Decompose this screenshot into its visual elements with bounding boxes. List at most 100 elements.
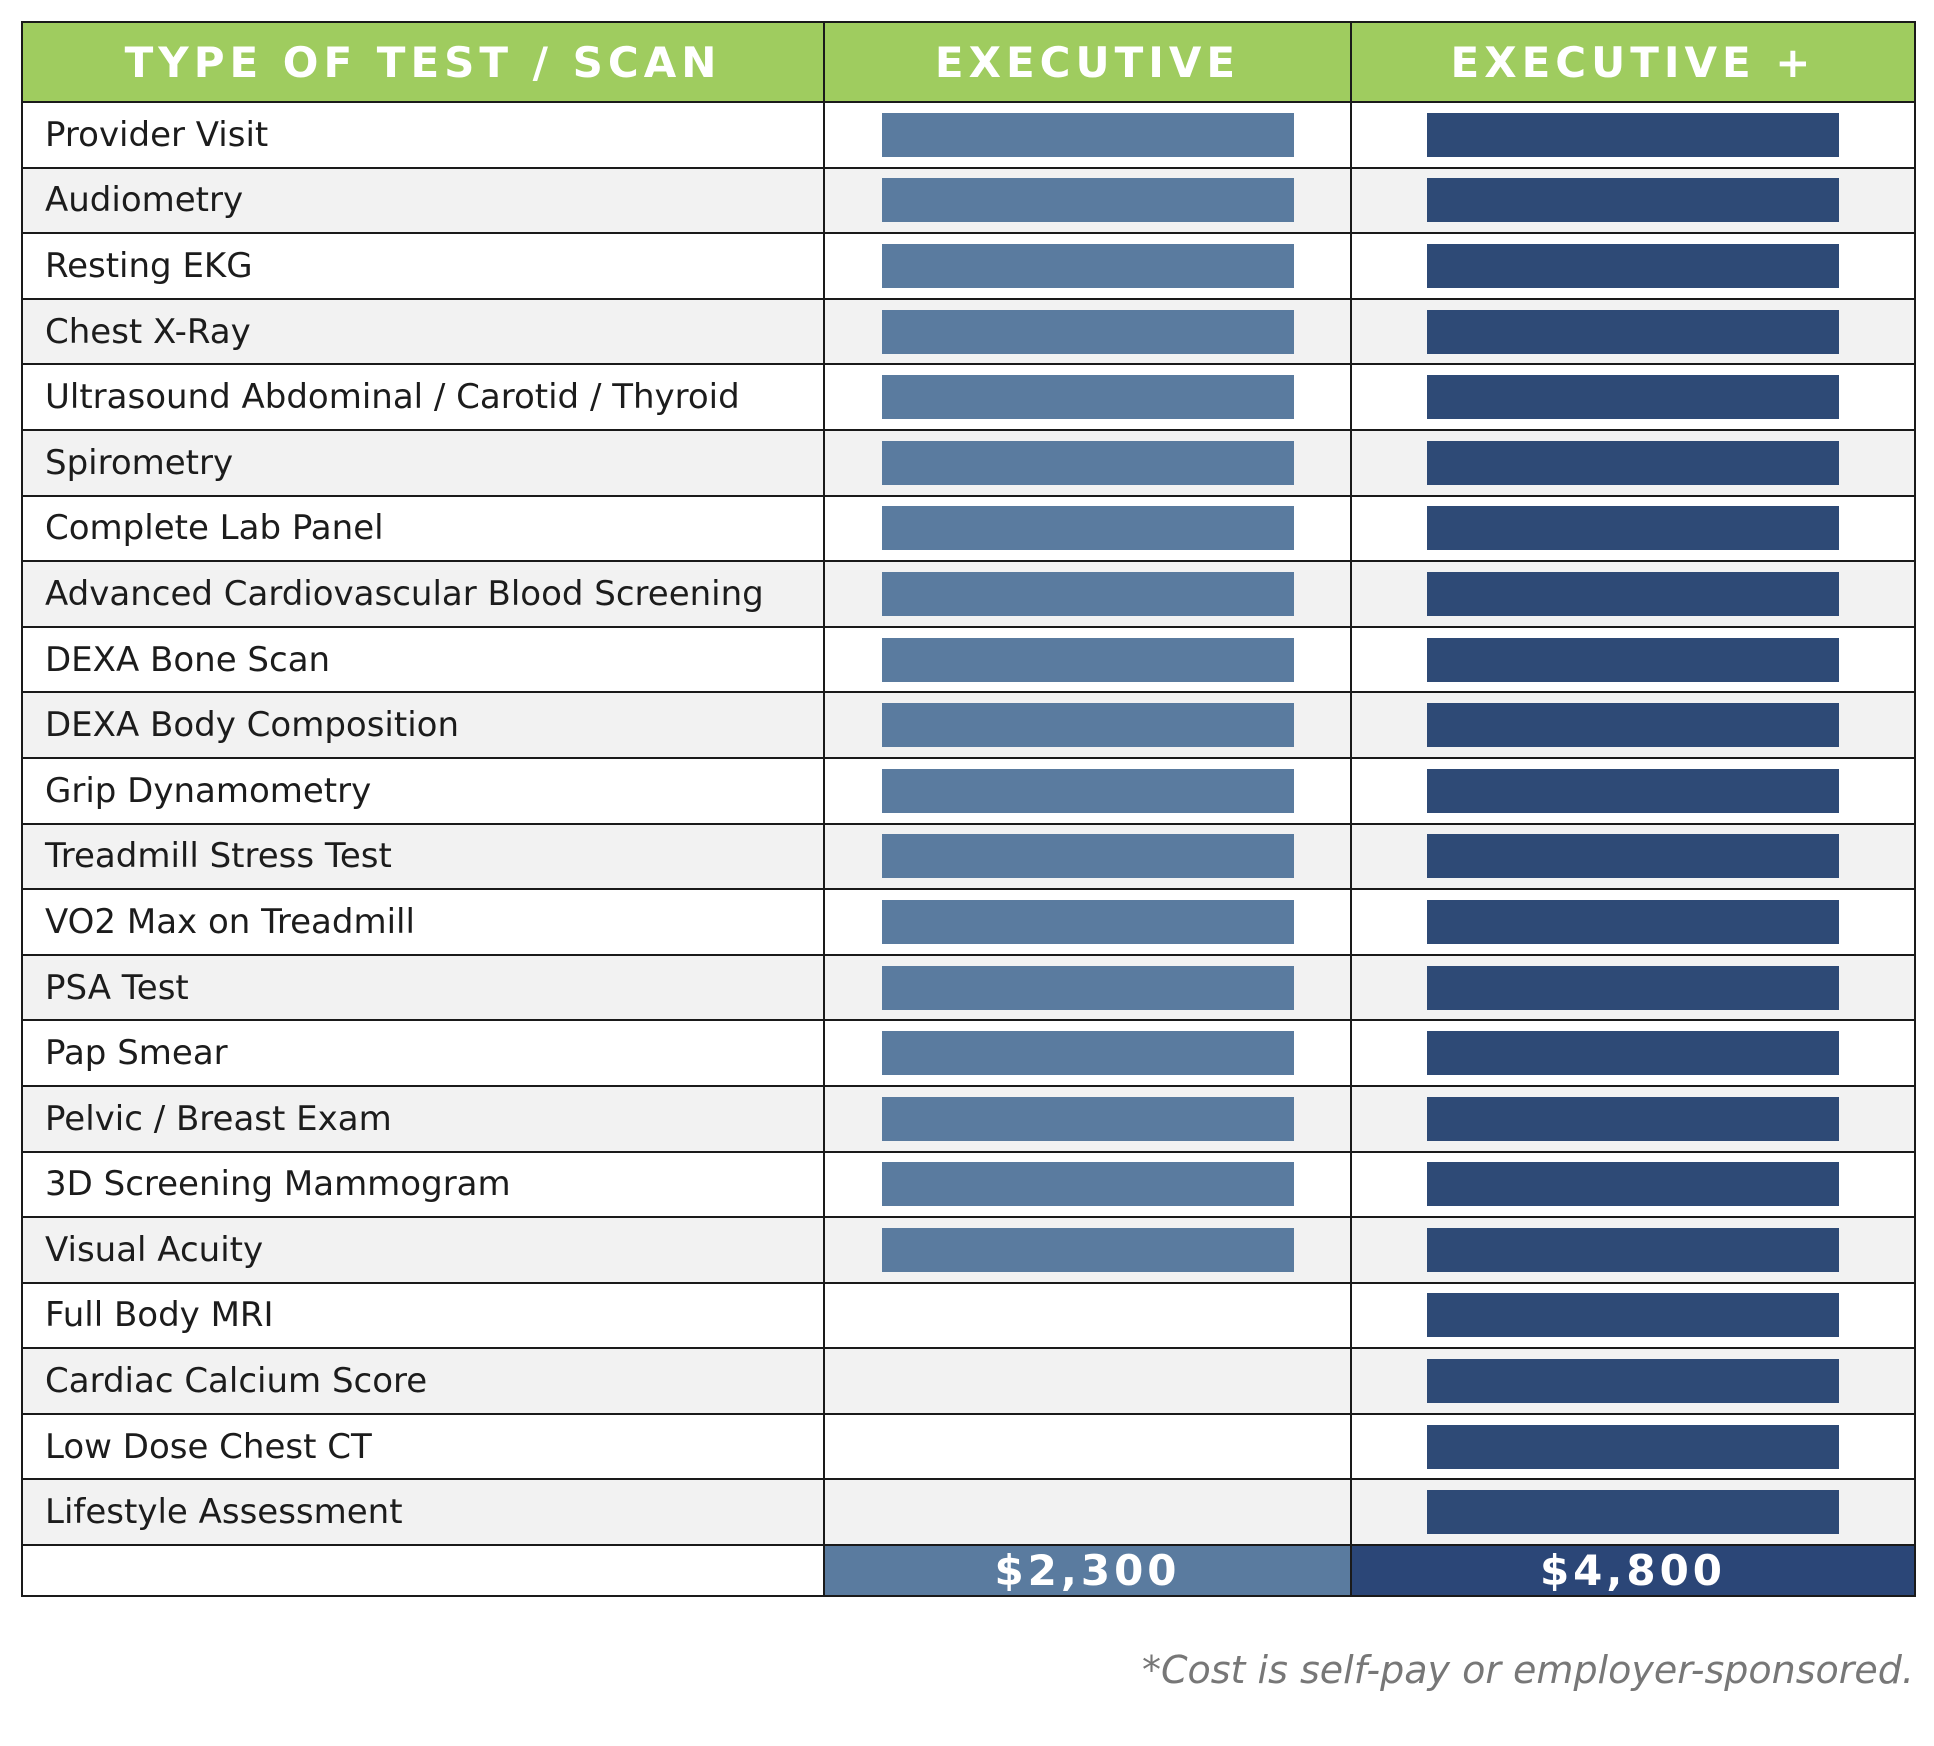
executive-included-bar: [881, 178, 1294, 223]
executive-cell: [823, 166, 1352, 235]
table-row: Provider Visit: [21, 101, 1916, 169]
executive-plus-included-bar: [1427, 1424, 1839, 1469]
executive-price-cell: $2,300: [823, 1544, 1352, 1598]
test-label: Chest X-Ray: [21, 297, 825, 366]
executive-plus-cell: [1350, 494, 1916, 563]
executive-plus-included-bar: [1427, 1490, 1839, 1535]
executive-plus-included-bar: [1427, 506, 1839, 551]
executive-included-bar: [881, 506, 1294, 551]
executive-price: $2,300: [994, 1546, 1181, 1596]
executive-plus-cell: [1350, 625, 1916, 694]
executive-included-bar: [881, 899, 1294, 944]
table-row: Audiometry: [21, 166, 1916, 235]
executive-plus-included-bar: [1427, 1162, 1839, 1207]
executive-plus-included-bar: [1427, 178, 1839, 223]
test-label: Full Body MRI: [21, 1281, 825, 1350]
table-row: Resting EKG: [21, 232, 1916, 300]
table-row: Complete Lab Panel: [21, 494, 1916, 563]
executive-cell: [823, 625, 1352, 694]
table-row: Full Body MRI: [21, 1281, 1916, 1350]
executive-cell: [823, 363, 1352, 431]
executive-plus-cell: [1350, 1412, 1916, 1481]
executive-cell: [823, 494, 1352, 563]
executive-plus-included-bar: [1427, 899, 1839, 944]
table-row: Treadmill Stress Test: [21, 822, 1916, 891]
executive-plus-cell: [1350, 822, 1916, 891]
table-row: Spirometry: [21, 428, 1916, 497]
executive-plus-price: $4,800: [1539, 1546, 1727, 1596]
executive-plus-included-bar: [1427, 1293, 1839, 1338]
executive-plus-cell: [1350, 1216, 1916, 1284]
table-row: Low Dose Chest CT: [21, 1412, 1916, 1481]
test-label: Advanced Cardiovascular Blood Screening: [21, 560, 825, 628]
executive-cell: [823, 1084, 1352, 1153]
executive-cell: [823, 1281, 1352, 1350]
table-row: PSA Test: [21, 953, 1916, 1022]
executive-cell: [823, 1412, 1352, 1481]
test-label: Pelvic / Breast Exam: [21, 1084, 825, 1153]
executive-included-bar: [881, 965, 1294, 1010]
table-row: 3D Screening Mammogram: [21, 1150, 1916, 1219]
executive-cell: [823, 1478, 1352, 1547]
executive-included-bar: [881, 1096, 1294, 1141]
cost-footnote: *Cost is self-pay or employer-sponsored.: [1141, 1648, 1914, 1692]
test-label: Provider Visit: [21, 101, 825, 169]
executive-plus-cell: [1350, 232, 1916, 300]
table-row: Visual Acuity: [21, 1216, 1916, 1284]
test-label: Ultrasound Abdominal / Carotid / Thyroid: [21, 363, 825, 431]
executive-included-bar: [881, 571, 1294, 616]
table-row: Lifestyle Assessment: [21, 1478, 1916, 1547]
executive-included-bar: [881, 1227, 1294, 1272]
table-row: Advanced Cardiovascular Blood Screening: [21, 560, 1916, 628]
executive-plus-included-bar: [1427, 965, 1839, 1010]
executive-plus-cell: [1350, 1347, 1916, 1415]
test-label: Lifestyle Assessment: [21, 1478, 825, 1547]
test-label: 3D Screening Mammogram: [21, 1150, 825, 1219]
test-label: Resting EKG: [21, 232, 825, 300]
executive-plus-included-bar: [1427, 1031, 1839, 1076]
test-label: PSA Test: [21, 953, 825, 1022]
executive-plus-price-cell: $4,800: [1350, 1544, 1916, 1598]
table-row: VO2 Max on Treadmill: [21, 888, 1916, 956]
table-row: Chest X-Ray: [21, 297, 1916, 366]
executive-included-bar: [881, 834, 1294, 879]
executive-included-bar: [881, 375, 1294, 420]
executive-plus-cell: [1350, 101, 1916, 169]
executive-included-bar: [881, 243, 1294, 288]
executive-plus-cell: [1350, 691, 1916, 759]
executive-cell: [823, 560, 1352, 628]
executive-cell: [823, 822, 1352, 891]
executive-plus-included-bar: [1427, 703, 1839, 748]
test-label: Visual Acuity: [21, 1216, 825, 1284]
test-label: Pap Smear: [21, 1019, 825, 1087]
executive-plus-cell: [1350, 166, 1916, 235]
executive-plus-included-bar: [1427, 112, 1839, 157]
executive-plus-cell: [1350, 1019, 1916, 1087]
test-label: VO2 Max on Treadmill: [21, 888, 825, 956]
executive-plus-cell: [1350, 428, 1916, 497]
test-label: Low Dose Chest CT: [21, 1412, 825, 1481]
table-row: Pap Smear: [21, 1019, 1916, 1087]
table-row: Cardiac Calcium Score: [21, 1347, 1916, 1415]
executive-plus-included-bar: [1427, 1096, 1839, 1141]
executive-included-bar: [881, 1031, 1294, 1076]
table-row: Grip Dynamometry: [21, 756, 1916, 825]
test-label: Grip Dynamometry: [21, 756, 825, 825]
executive-cell: [823, 756, 1352, 825]
test-label: Complete Lab Panel: [21, 494, 825, 563]
header-executive: EXECUTIVE: [823, 21, 1352, 103]
executive-cell: [823, 297, 1352, 366]
executive-plus-included-bar: [1427, 637, 1839, 682]
executive-plus-included-bar: [1427, 375, 1839, 420]
executive-cell: [823, 1347, 1352, 1415]
header-type-of-test: TYPE OF TEST / SCAN: [21, 21, 825, 103]
executive-plus-cell: [1350, 1084, 1916, 1153]
executive-plus-cell: [1350, 560, 1916, 628]
executive-plus-included-bar: [1427, 309, 1839, 354]
executive-cell: [823, 101, 1352, 169]
test-label: Audiometry: [21, 166, 825, 235]
executive-cell: [823, 1019, 1352, 1087]
executive-plus-cell: [1350, 888, 1916, 956]
table-row: DEXA Bone Scan: [21, 625, 1916, 694]
executive-cell: [823, 953, 1352, 1022]
